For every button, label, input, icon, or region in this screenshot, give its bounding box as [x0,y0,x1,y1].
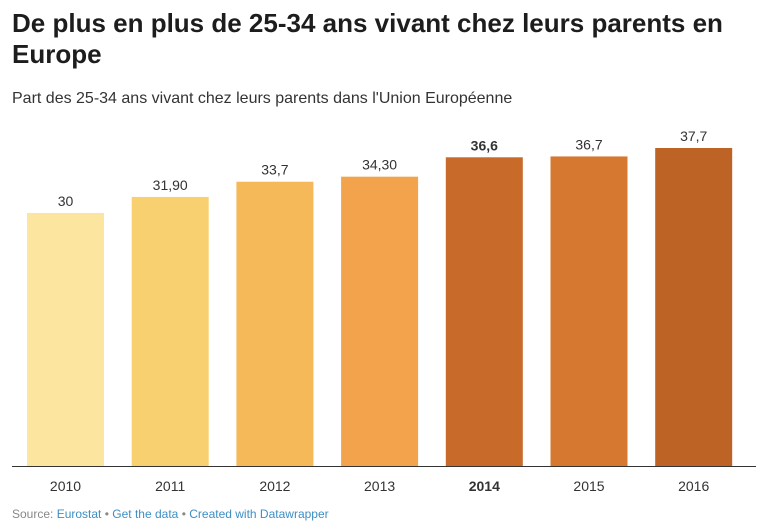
x-tick-label: 2013 [364,478,395,494]
x-tick-label: 2012 [259,478,290,494]
data-label: 36,6 [471,137,498,153]
x-tick-label: 2014 [469,478,500,494]
data-label: 30 [58,193,74,209]
footer-separator: • [181,507,186,521]
bar-2013 [341,176,419,466]
bar-2010 [27,212,104,466]
x-tick-label: 2011 [155,478,185,494]
bar-2011 [131,196,209,466]
datawrapper-link[interactable]: Created with Datawrapper [189,507,329,521]
footer-separator: • [104,507,109,521]
source-label: Source: [12,507,54,521]
data-label: 37,7 [680,128,707,144]
data-label: 36,7 [575,136,602,152]
get-data-link[interactable]: Get the data [112,507,179,521]
data-label: 34,30 [362,157,397,173]
x-tick-label: 2010 [50,478,81,494]
bar-2016 [655,148,733,466]
bar-2012 [236,181,314,466]
footer: Source: Eurostat • Get the data • Create… [12,507,329,521]
data-label: 31,90 [153,177,188,193]
x-tick-label: 2015 [573,478,604,494]
bar-2015 [550,156,628,467]
x-tick-label: 2016 [678,478,709,494]
bar-2014 [445,157,523,467]
chart-title: De plus en plus de 25-34 ans vivant chez… [12,8,723,69]
data-label: 33,7 [261,162,288,178]
source-link[interactable]: Eurostat [56,507,102,521]
chart-subtitle: Part des 25-34 ans vivant chez leurs par… [12,90,513,107]
